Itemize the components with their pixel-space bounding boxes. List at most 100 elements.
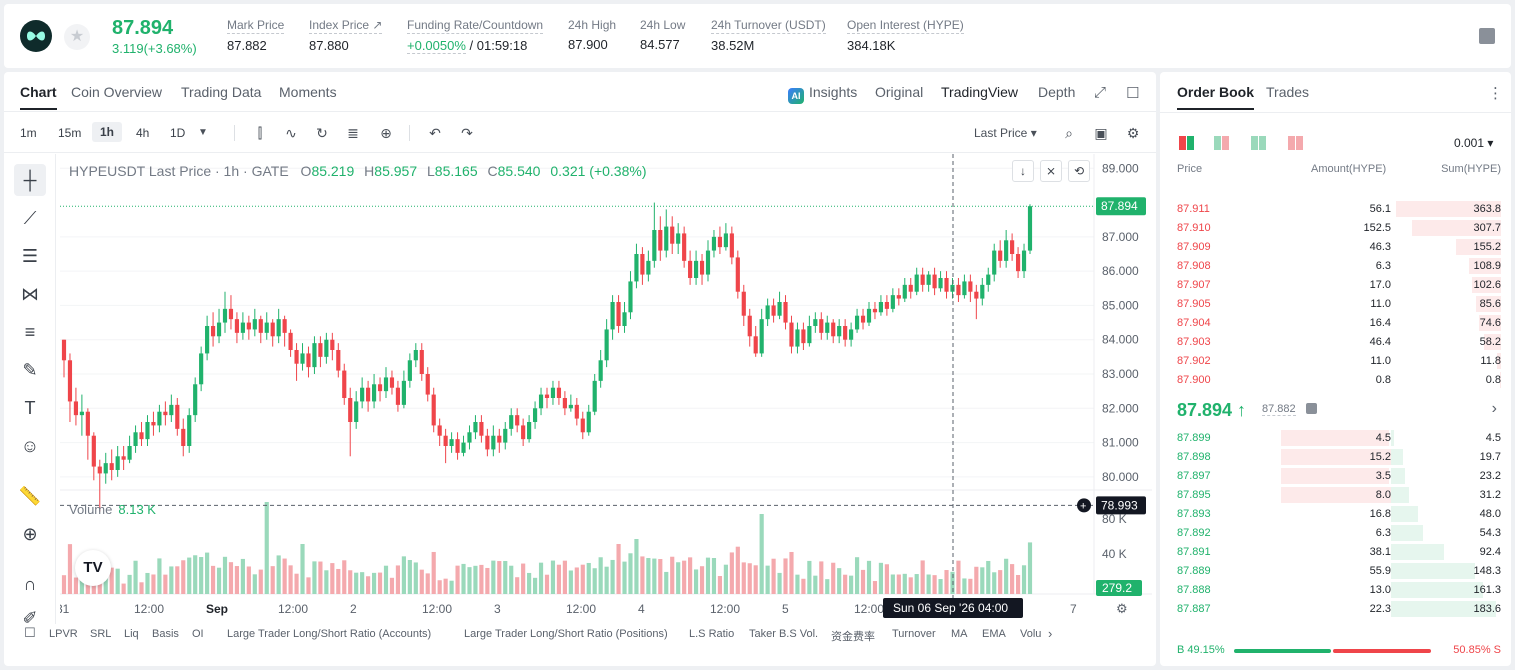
- templates-icon[interactable]: ≣: [347, 125, 359, 141]
- magnet-icon[interactable]: ∩: [23, 574, 37, 594]
- emoji-icon[interactable]: ☺: [20, 436, 40, 456]
- view-asks-icon[interactable]: [1288, 136, 1304, 150]
- tab-trading-data[interactable]: Trading Data: [181, 84, 262, 100]
- reset-icon[interactable]: ⟲: [1068, 160, 1090, 182]
- index-price-label[interactable]: Index Price ↗: [309, 18, 383, 34]
- tab-depth[interactable]: Depth: [1038, 84, 1076, 100]
- brush-icon[interactable]: ✎: [22, 360, 38, 380]
- undo-icon[interactable]: ↶: [429, 125, 441, 141]
- interval-15m[interactable]: 15m: [58, 126, 82, 140]
- checkbox-icon[interactable]: ☐: [24, 625, 36, 640]
- view-bids-icon[interactable]: [1251, 136, 1267, 150]
- interval-1m[interactable]: 1m: [20, 126, 37, 140]
- camera-icon[interactable]: ▣: [1094, 125, 1108, 141]
- expand-icon[interactable]: ⤢: [1094, 84, 1107, 101]
- collapse-icon[interactable]: ⨯: [1040, 160, 1062, 182]
- bid-row[interactable]: 87.887 22.3 183.6: [1160, 600, 1511, 619]
- ask-row[interactable]: 87.905 11.0 85.6: [1160, 295, 1511, 314]
- chevron-right-icon[interactable]: ›: [1491, 400, 1497, 417]
- favorite-star-icon[interactable]: ★: [64, 24, 90, 50]
- search-icon[interactable]: ⌕: [1065, 125, 1073, 141]
- indicator-lpvr[interactable]: LPVR: [49, 628, 78, 640]
- tab-original[interactable]: Original: [875, 84, 924, 100]
- view-mixed-icon[interactable]: [1214, 136, 1230, 150]
- funding-rate-label[interactable]: Funding Rate/Countdown: [407, 18, 544, 34]
- bid-row[interactable]: 87.893 16.8 48.0: [1160, 505, 1511, 524]
- candlestick-chart-svg[interactable]: 89.000 87.000 86.000 85.000 84.000 83.000 82.0…: [60, 154, 1152, 624]
- turnover-24h-label[interactable]: 24h Turnover (USDT): [711, 18, 826, 34]
- open-interest-label[interactable]: Open Interest (HYPE): [847, 18, 964, 34]
- indicator-turnover[interactable]: Turnover: [892, 628, 936, 640]
- alert-add-icon[interactable]: ⊕: [380, 125, 392, 141]
- tab-orderbook[interactable]: Order Book: [1177, 84, 1255, 110]
- indicator-ls-accounts[interactable]: Large Trader Long/Short Ratio (Accounts): [227, 628, 432, 640]
- price-type-select[interactable]: Last Price ▾: [974, 126, 1037, 140]
- ask-row[interactable]: 87.904 16.4 74.6: [1160, 314, 1511, 333]
- tab-insights[interactable]: AI Insights: [788, 84, 857, 104]
- candlestick-type-icon[interactable]: ⫿: [257, 125, 263, 141]
- ask-row[interactable]: 87.903 46.4 58.2: [1160, 333, 1511, 352]
- horizontal-lines-icon[interactable]: ☰: [21, 246, 39, 266]
- zoom-in-icon[interactable]: ⊕: [22, 524, 38, 544]
- ask-row[interactable]: 87.907 17.0 102.6: [1160, 276, 1511, 295]
- tab-tradingview[interactable]: TradingView: [941, 84, 1019, 100]
- ask-row[interactable]: 87.900 0.8 0.8: [1160, 371, 1511, 390]
- ask-row[interactable]: 87.910 152.5 307.7: [1160, 219, 1511, 238]
- ruler-icon[interactable]: 📏: [18, 486, 42, 506]
- funding-rate[interactable]: +0.0050%: [407, 38, 466, 54]
- price-chart[interactable]: 89.000 87.000 86.000 85.000 84.000 83.000 82.0…: [60, 154, 1152, 624]
- indicator-liq[interactable]: Liq: [124, 628, 139, 640]
- tab-trades[interactable]: Trades: [1266, 84, 1310, 100]
- tab-moments[interactable]: Moments: [279, 84, 337, 100]
- text-icon[interactable]: T: [24, 398, 36, 418]
- tradingview-logo[interactable]: TV: [75, 550, 111, 586]
- indicator-ls-ratio[interactable]: L.S Ratio: [689, 628, 735, 640]
- compare-icon[interactable]: ↻: [316, 125, 328, 141]
- ask-row[interactable]: 87.909 46.3 155.2: [1160, 238, 1511, 257]
- bid-row[interactable]: 87.888 13.0 161.3: [1160, 581, 1511, 600]
- scroll-down-icon[interactable]: ↓: [1012, 160, 1034, 182]
- view-both-icon[interactable]: [1179, 136, 1195, 150]
- pattern-icon[interactable]: ⋈: [21, 284, 39, 304]
- interval-4h[interactable]: 4h: [136, 126, 150, 140]
- window-icon[interactable]: ☐: [1126, 85, 1140, 102]
- indicator-ma[interactable]: MA: [951, 628, 968, 640]
- bid-row[interactable]: 87.889 55.9 148.3: [1160, 562, 1511, 581]
- bid-row[interactable]: 87.899 4.5 4.5: [1160, 429, 1511, 448]
- indicator-basis[interactable]: Basis: [152, 628, 179, 640]
- indicator-volume[interactable]: Volu: [1020, 628, 1042, 640]
- mark-price-label[interactable]: Mark Price: [227, 18, 285, 34]
- ask-row[interactable]: 87.908 6.3 108.9: [1160, 257, 1511, 276]
- interval-1d[interactable]: 1D: [170, 126, 186, 140]
- chevron-down-icon[interactable]: ▼: [198, 127, 208, 138]
- tab-coin-overview[interactable]: Coin Overview: [71, 84, 163, 100]
- indicator-taker-vol[interactable]: Taker B.S Vol.: [749, 628, 819, 640]
- bid-row[interactable]: 87.897 3.5 23.2: [1160, 467, 1511, 486]
- crosshair-icon[interactable]: ┼: [14, 164, 46, 196]
- more-icon[interactable]: ⋮: [1488, 85, 1503, 102]
- redo-icon[interactable]: ↷: [461, 125, 473, 141]
- indicator-ls-positions[interactable]: Large Trader Long/Short Ratio (Positions…: [464, 628, 668, 640]
- shield-icon[interactable]: [1306, 403, 1317, 414]
- trendline-icon[interactable]: ⟋: [23, 208, 37, 228]
- candle-body: [735, 257, 740, 292]
- ask-row[interactable]: 87.902 11.0 11.8: [1160, 352, 1511, 371]
- bid-row[interactable]: 87.898 15.2 19.7: [1160, 448, 1511, 467]
- fib-icon[interactable]: ≡: [24, 322, 36, 342]
- gear-icon[interactable]: ⚙: [1126, 125, 1140, 141]
- book-icon[interactable]: [1479, 28, 1495, 44]
- bid-row[interactable]: 87.895 8.0 31.2: [1160, 486, 1511, 505]
- indicator-funding[interactable]: 资金费率: [831, 631, 875, 643]
- indicators-icon[interactable]: ∿: [285, 125, 297, 141]
- tab-chart[interactable]: Chart: [20, 84, 57, 110]
- interval-1h[interactable]: 1h: [92, 122, 123, 142]
- bid-row[interactable]: 87.891 38.1 92.4: [1160, 543, 1511, 562]
- indicator-srl[interactable]: SRL: [90, 628, 112, 640]
- indicator-oi[interactable]: OI: [192, 628, 204, 640]
- precision-select[interactable]: 0.001 ▾: [1454, 136, 1494, 150]
- pencil-icon[interactable]: ✐: [22, 608, 38, 628]
- ask-row[interactable]: 87.911 56.1 363.8: [1160, 200, 1511, 219]
- bid-row[interactable]: 87.892 6.3 54.3: [1160, 524, 1511, 543]
- chevron-right-icon[interactable]: ›: [1048, 626, 1053, 641]
- indicator-ema[interactable]: EMA: [982, 628, 1006, 640]
